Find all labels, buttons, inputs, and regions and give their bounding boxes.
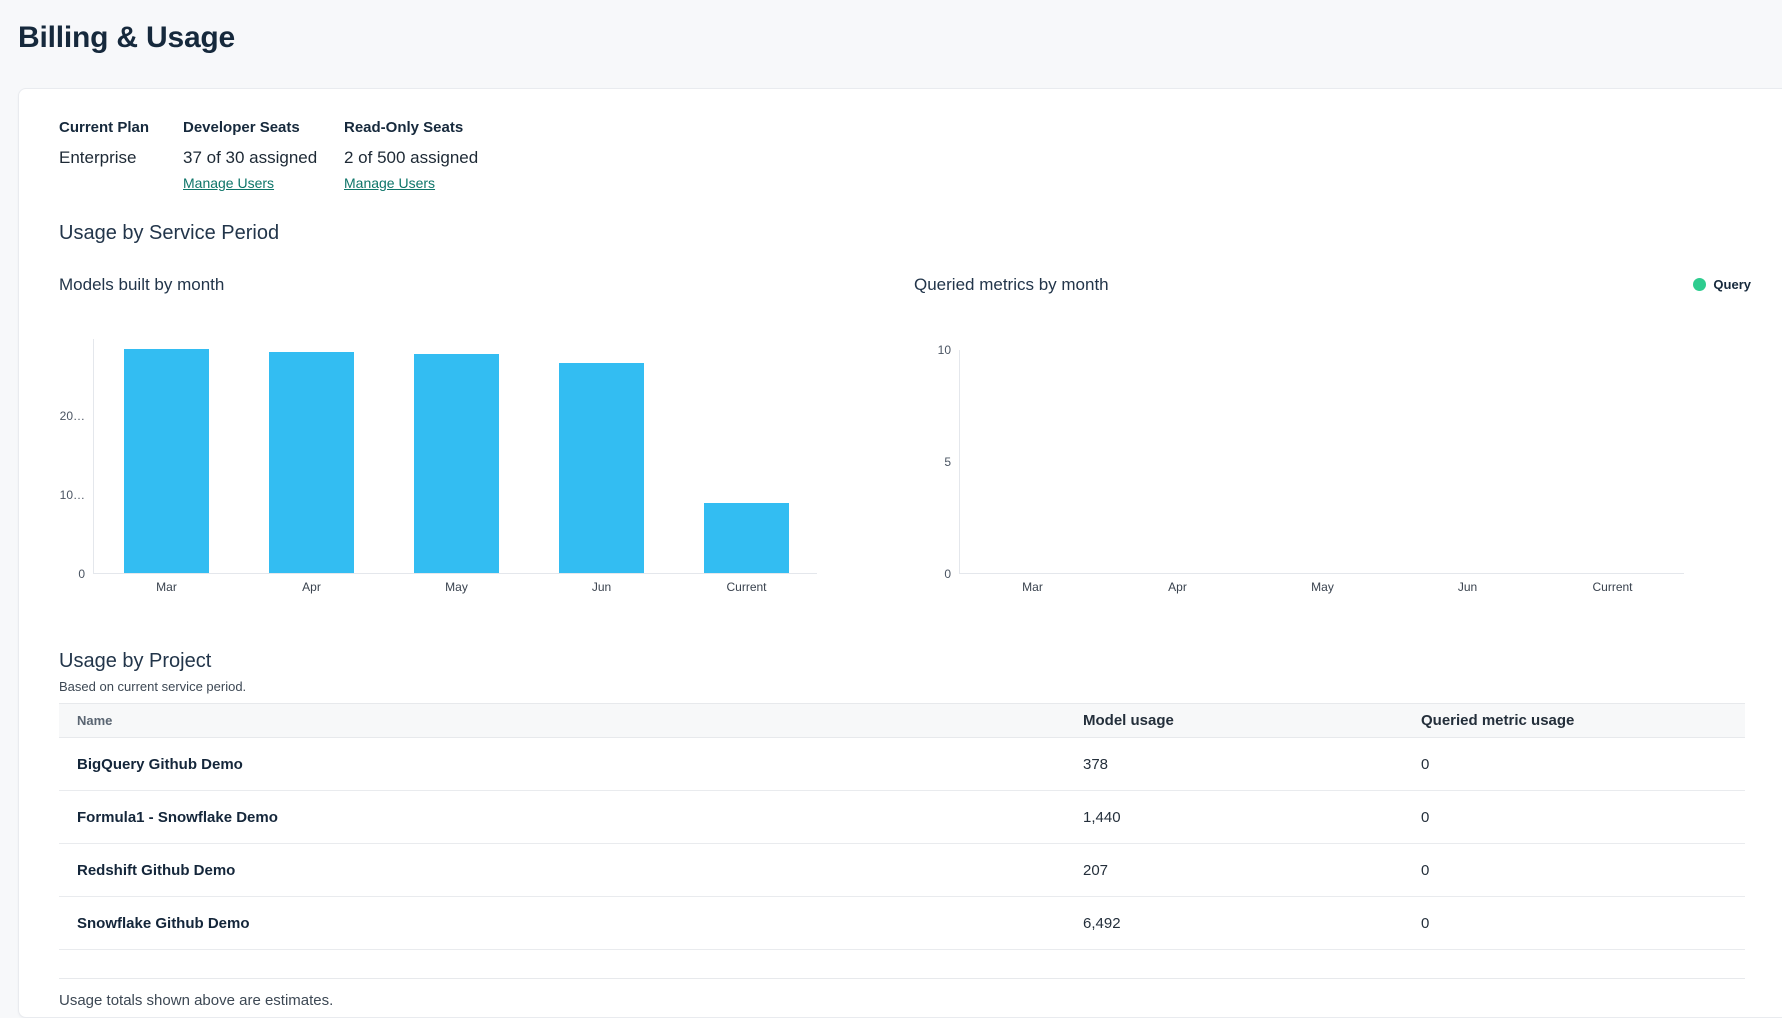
current-plan-block: Current Plan Enterprise [59, 118, 183, 193]
readonly-seats-label: Read-Only Seats [344, 119, 464, 136]
model-usage-value: 1,440 [1083, 808, 1121, 826]
y-axis-label: 10… [59, 488, 85, 502]
billing-card: Current Plan Enterprise Developer Seats … [18, 88, 1782, 1018]
current-plan-value: Enterprise [59, 148, 137, 167]
usage-estimates-footnote: Usage totals shown above are estimates. [59, 992, 334, 1009]
x-axis-label: Mar [1022, 580, 1043, 594]
readonly-seats-block: Read-Only Seats 2 of 500 assigned Manage… [344, 118, 478, 193]
bar-jun [559, 363, 644, 573]
table-row: BigQuery Github Demo 378 0 [59, 738, 1745, 791]
usage-by-service-period-title: Usage by Service Period [59, 222, 280, 244]
manage-users-link-readonly[interactable]: Manage Users [344, 175, 436, 191]
x-axis-label: Jun [1457, 580, 1478, 594]
x-axis-label: May [445, 580, 468, 594]
model-usage-value: 207 [1083, 861, 1109, 879]
developer-seats-value: 37 of 30 assigned [183, 148, 318, 167]
plan-summary: Current Plan Enterprise Developer Seats … [59, 118, 1782, 193]
project-name: BigQuery Github Demo [77, 755, 243, 773]
queried-metric-usage-value: 0 [1421, 914, 1430, 932]
x-axis-label: May [1311, 580, 1334, 594]
x-axis-label: Apr [302, 580, 321, 594]
project-name: Redshift Github Demo [77, 861, 236, 879]
table-header-row: Name Model usage Queried metric usage [59, 704, 1745, 738]
charts-row: Models built by month Queried metrics by… [59, 275, 1751, 595]
bar-mar [124, 349, 209, 573]
column-header-model-usage: Model usage [1083, 712, 1174, 729]
x-axis-label: Current [1592, 580, 1633, 594]
table-row: Snowflake Github Demo 6,492 0 [59, 897, 1745, 950]
bar-may [414, 354, 499, 573]
y-axis-label: 0 [944, 567, 951, 581]
usage-by-project-subtitle: Based on current service period. [59, 679, 247, 694]
readonly-seats-value: 2 of 500 assigned [344, 148, 479, 167]
developer-seats-block: Developer Seats 37 of 30 assigned Manage… [183, 118, 344, 193]
table-footer-strip [59, 950, 1745, 979]
y-axis-label: 5 [944, 455, 951, 469]
table-row: Formula1 - Snowflake Demo 1,440 0 [59, 791, 1745, 844]
x-axis-label: Jun [591, 580, 612, 594]
model-usage-value: 6,492 [1083, 914, 1121, 932]
queried-metric-usage-value: 0 [1421, 808, 1430, 826]
project-name: Snowflake Github Demo [77, 914, 250, 932]
usage-by-project-table: Name Model usage Queried metric usage Bi… [59, 703, 1745, 979]
column-header-queried-metric-usage: Queried metric usage [1421, 712, 1575, 729]
column-header-name: Name [77, 713, 113, 728]
bar-apr [269, 352, 354, 573]
metrics-chart-title: Queried metrics by month [914, 275, 1109, 294]
developer-seats-label: Developer Seats [183, 119, 300, 136]
legend-label-query: Query [1713, 277, 1751, 292]
y-axis-label: 20… [59, 409, 85, 424]
manage-users-link-developer[interactable]: Manage Users [183, 175, 275, 191]
y-axis-label: 10 [937, 343, 951, 357]
current-plan-label: Current Plan [59, 119, 150, 136]
table-row: Redshift Github Demo 207 0 [59, 844, 1745, 897]
x-axis-label: Apr [1168, 580, 1187, 594]
models-built-chart-plot: Mar Apr May Jun Current 0 10… 20… [60, 339, 817, 594]
page-title: Billing & Usage [18, 21, 236, 54]
x-axis-label: Current [726, 580, 767, 594]
model-usage-value: 378 [1083, 755, 1109, 773]
usage-by-project-title: Usage by Project [59, 650, 212, 672]
models-chart-title: Models built by month [59, 275, 225, 294]
y-axis-label: 0 [78, 567, 85, 581]
bar-current [704, 503, 789, 573]
metrics-chart-legend: Query [1693, 277, 1751, 292]
x-axis-label: Mar [156, 580, 177, 594]
queried-metrics-chart-plot: Mar Apr May Jun Current 0 5 10 [938, 343, 1684, 594]
project-name: Formula1 - Snowflake Demo [77, 808, 278, 826]
queried-metric-usage-value: 0 [1421, 755, 1430, 773]
legend-dot-query-icon [1693, 278, 1707, 291]
queried-metric-usage-value: 0 [1421, 861, 1430, 879]
